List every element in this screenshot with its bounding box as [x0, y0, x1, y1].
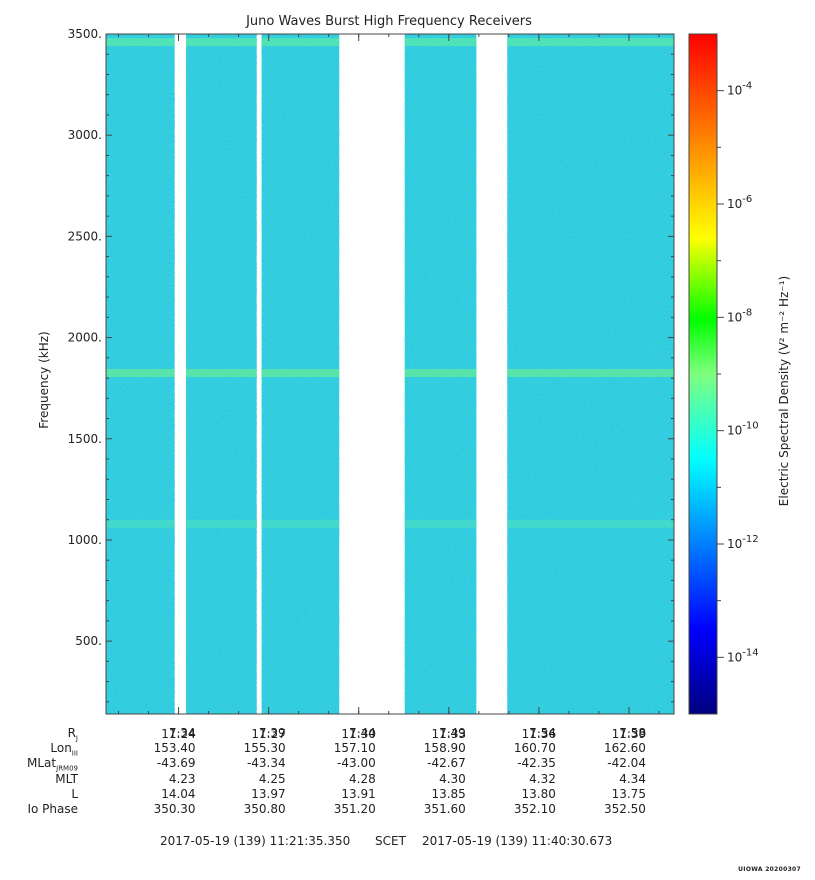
y-tick-label: 1500.: [68, 432, 102, 446]
ephemeris-value: 13.75: [611, 786, 646, 801]
ephemeris-row-label: L: [71, 786, 78, 801]
colorbar-tick-label: 10-8: [727, 307, 752, 324]
ephemeris-row: Io Phase 350.30 350.80 351.20 351.60 352.10 35…: [0, 802, 815, 817]
ephemeris-value: 13.91: [341, 786, 376, 801]
x-axis: 11:24 11:27 11:30 11:33 11:36 11:39: [118, 34, 660, 741]
emission-band-1: [507, 368, 674, 377]
colorbar-tick-label: 10-10: [727, 421, 759, 438]
y-tick-label: 3000.: [68, 128, 102, 142]
ephemeris-row-label: MLatJRM09: [27, 756, 78, 773]
ephemeris-row-label: MLT: [55, 771, 78, 786]
emission-band-1: [186, 368, 257, 377]
y-tick-label: 1000.: [68, 533, 102, 547]
x-tick-label: 11:39: [612, 727, 647, 741]
ephemeris-row-label-subscript: J: [75, 734, 78, 743]
spectrogram-data: [106, 34, 674, 714]
ephemeris-value: 4.34: [619, 771, 646, 786]
ephemeris-row-label-subscript: III: [71, 749, 78, 758]
emission-band-3: [507, 519, 674, 528]
ephemeris-value: 13.97: [251, 786, 286, 801]
ephemeris-row-label: Io Phase: [27, 802, 78, 816]
emission-band-2: [106, 38, 175, 47]
ephemeris-value: 4.32: [529, 771, 556, 786]
emission-band-2: [261, 38, 340, 47]
y-tick-label: 500.: [75, 634, 102, 648]
emission-band-3: [106, 519, 175, 528]
ephemeris-row: RJ 7.34 7.39 7.44 7.49 7.54 7.58: [0, 726, 815, 743]
ephemeris-value: -43.69: [156, 756, 196, 771]
ephemeris-value: 162.60: [603, 741, 646, 756]
emission-band-1: [261, 368, 340, 377]
colorbar-tick-label: 10-4: [727, 81, 752, 98]
y-tick-label: 2500.: [68, 229, 102, 243]
ephemeris-value: 350.30: [153, 802, 196, 816]
ephemeris-value: 351.60: [423, 802, 466, 816]
ephemeris-value: -42.67: [427, 756, 466, 771]
x-tick-label: 11:24: [161, 727, 196, 741]
ephemeris-value: 7.54: [529, 726, 556, 740]
ephemeris-row: MLatJRM09 -43.69 -43.34 -43.00 -42.67 -42.35 -…: [0, 756, 815, 773]
emission-band-1: [106, 368, 175, 377]
ephemeris-value: 351.20: [333, 802, 376, 816]
x-tick-label: 11:30: [341, 727, 376, 741]
emission-band-3: [404, 519, 477, 528]
ephemeris-value: 350.80: [243, 802, 286, 816]
ephemeris-value: 160.70: [513, 741, 556, 756]
colorbar: [688, 33, 718, 715]
ephemeris-value: 4.30: [439, 771, 466, 786]
ephemeris-value: -43.34: [246, 756, 286, 771]
ephemeris-row-label: LonIII: [50, 741, 78, 758]
scet-end: 2017-05-19 (139) 11:40:30.673: [422, 834, 613, 848]
ephemeris-value: 4.28: [349, 771, 376, 786]
ephemeris-value: 13.85: [431, 786, 466, 801]
colorbar-label: Electric Spectral Density (V² m⁻² Hz⁻¹): [777, 276, 791, 506]
ephemeris-value: 155.30: [243, 741, 286, 756]
x-tick-label: 11:33: [432, 727, 467, 741]
ephemeris-value: 352.10: [513, 802, 556, 816]
provenance-stamp: UIOWA 20200307: [738, 866, 801, 873]
colorbar-tick-label: 10-6: [727, 194, 752, 211]
y-tick-label: 2000.: [68, 331, 102, 345]
ephemeris-row: MLT 4.23 4.25 4.28 4.30 4.32 4.34: [0, 772, 815, 787]
ephemeris-value: 7.58: [619, 726, 646, 740]
ephemeris-row: L 14.04 13.97 13.91 13.85 13.80 13.75: [0, 787, 815, 802]
scet-start: 2017-05-19 (139) 11:21:35.350: [160, 834, 351, 848]
ephemeris-value: -42.35: [517, 756, 556, 771]
emission-band-2: [404, 38, 477, 47]
emission-band-2: [186, 38, 257, 47]
ephemeris-value: 7.34: [168, 726, 196, 740]
ephemeris-row-label: RJ: [67, 726, 78, 743]
ephemeris-value: 7.44: [349, 726, 376, 740]
plot-frame: [105, 33, 675, 715]
emission-band-3: [261, 519, 340, 528]
scet-label: SCET: [375, 834, 406, 848]
emission-band-3: [186, 519, 257, 528]
emission-band-1: [404, 368, 477, 377]
emission-band-2: [507, 38, 674, 47]
x-tick-label: 11:27: [251, 727, 286, 741]
colorbar-tick-label: 10-14: [727, 647, 759, 664]
colorbar-axis: 10-4 10-6 10-8 10-10 10-12 10-14: [717, 81, 759, 664]
chart-title: Juno Waves Burst High Frequency Receiver…: [245, 14, 532, 29]
ephemeris-value: 352.50: [603, 802, 646, 816]
y-axis-label: Frequency (kHz): [37, 331, 51, 428]
ephemeris-row: LonIII 153.40 155.30 157.10 158.90 160.70 162.…: [0, 741, 815, 758]
x-tick-label: 11:36: [522, 727, 557, 741]
ephemeris-value: 157.10: [333, 741, 376, 756]
ephemeris-value: 4.23: [168, 771, 196, 786]
ephemeris-value: 153.40: [153, 741, 196, 756]
ephemeris-row-label-subscript: JRM09: [56, 764, 78, 773]
ephemeris-value: 7.49: [439, 726, 466, 740]
ephemeris-value: -42.04: [607, 756, 646, 771]
ephemeris-value: 14.04: [161, 786, 196, 801]
colorbar-tick-label: 10-12: [727, 534, 759, 551]
y-axis: 500. 1000. 1500. 2000. 2500. 3000. 3500.: [68, 27, 674, 703]
ephemeris-value: 158.90: [423, 741, 466, 756]
ephemeris-value: 13.80: [521, 786, 556, 801]
ephemeris-value: -43.00: [337, 756, 376, 771]
ephemeris-value: 7.39: [258, 726, 286, 740]
ephemeris-value: 4.25: [258, 771, 286, 786]
y-tick-label: 3500.: [68, 27, 102, 41]
